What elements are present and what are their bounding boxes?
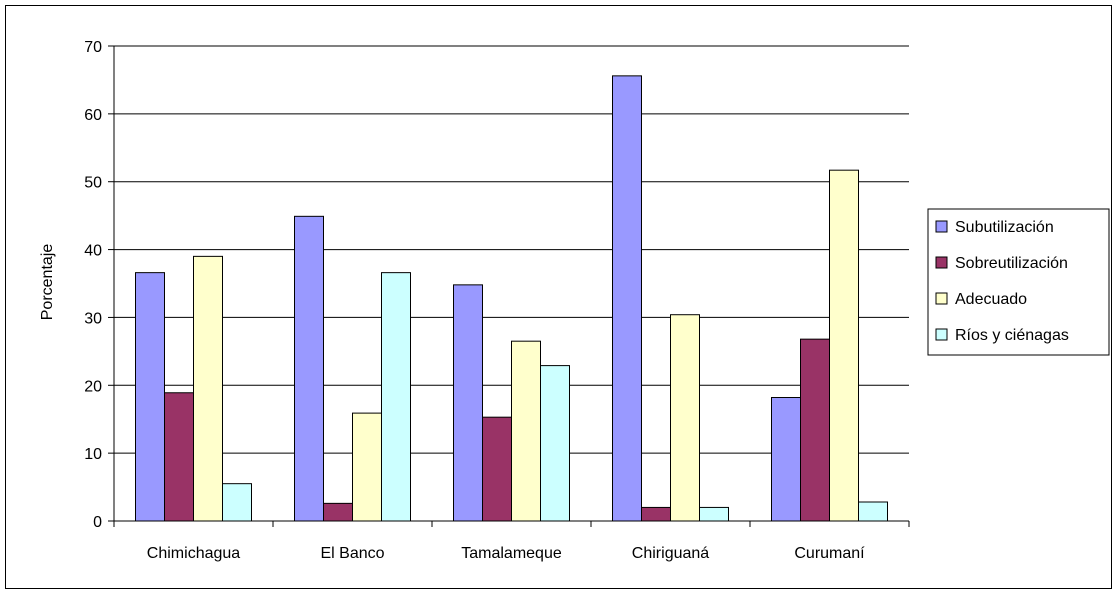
bar-chimichagua-3 [193,255,223,522]
y-tick-label: 70 [84,39,102,56]
bar-chimichagua-2 [164,392,194,522]
x-category-label: Tamalameque [461,545,562,562]
y-tick-labels: 0 10 20 30 40 50 60 70 [84,39,102,531]
bar-tamalameque-1 [453,284,483,522]
bar-el-banco-3 [352,412,382,522]
x-category-label: Chiriguaná [632,545,709,562]
x-category-label: El Banco [320,545,384,562]
bar-el-banco-4 [381,272,411,522]
bar-tamalameque-4 [540,365,570,522]
y-axis-title: Porcentaje [39,244,56,321]
legend-label: Adecuado [955,291,1027,308]
bar-el-banco-2 [323,502,353,522]
axes [108,45,910,527]
y-tick-label: 10 [84,446,102,463]
bar-curuman--4 [858,501,888,522]
y-tick-label: 60 [84,107,102,124]
bar-chiriguan--2 [641,506,671,522]
legend-label: Ríos y ciénagas [955,327,1069,344]
legend-label: Subutilización [955,219,1054,236]
legend: Subutilización Sobreutilización Adecuado Rí… [927,208,1110,356]
bar-el-banco-1 [294,215,324,522]
x-category-labels: Chimichagua El Banco Tamalameque Chiriguaná… [147,545,865,562]
bar-tamalameque-3 [511,340,541,522]
bar-curuman--3 [829,169,859,522]
y-tick-label: 20 [84,378,102,395]
legend-swatch [935,292,948,305]
bar-curuman--2 [800,338,830,522]
legend-swatch [935,256,948,269]
y-tick-label: 50 [84,175,102,192]
bar-chiriguan--1 [612,75,642,522]
legend-swatch [935,328,948,341]
legend-swatch [935,220,948,233]
bar-chimichagua-1 [135,272,165,522]
legend-label: Sobreutilización [955,255,1068,272]
bar-tamalameque-2 [482,416,512,522]
y-tick-label: 40 [84,243,102,260]
legend-box [927,208,1110,356]
bar-chimichagua-4 [222,483,252,522]
bars [135,75,888,522]
y-tick-label: 0 [93,514,102,531]
bar-chiriguan--4 [699,506,729,522]
x-category-label: Chimichagua [147,545,240,562]
bar-chiriguan--3 [670,314,700,522]
x-category-label: Curumaní [794,545,865,562]
y-tick-label: 30 [84,310,102,327]
bar-curuman--1 [771,397,801,522]
